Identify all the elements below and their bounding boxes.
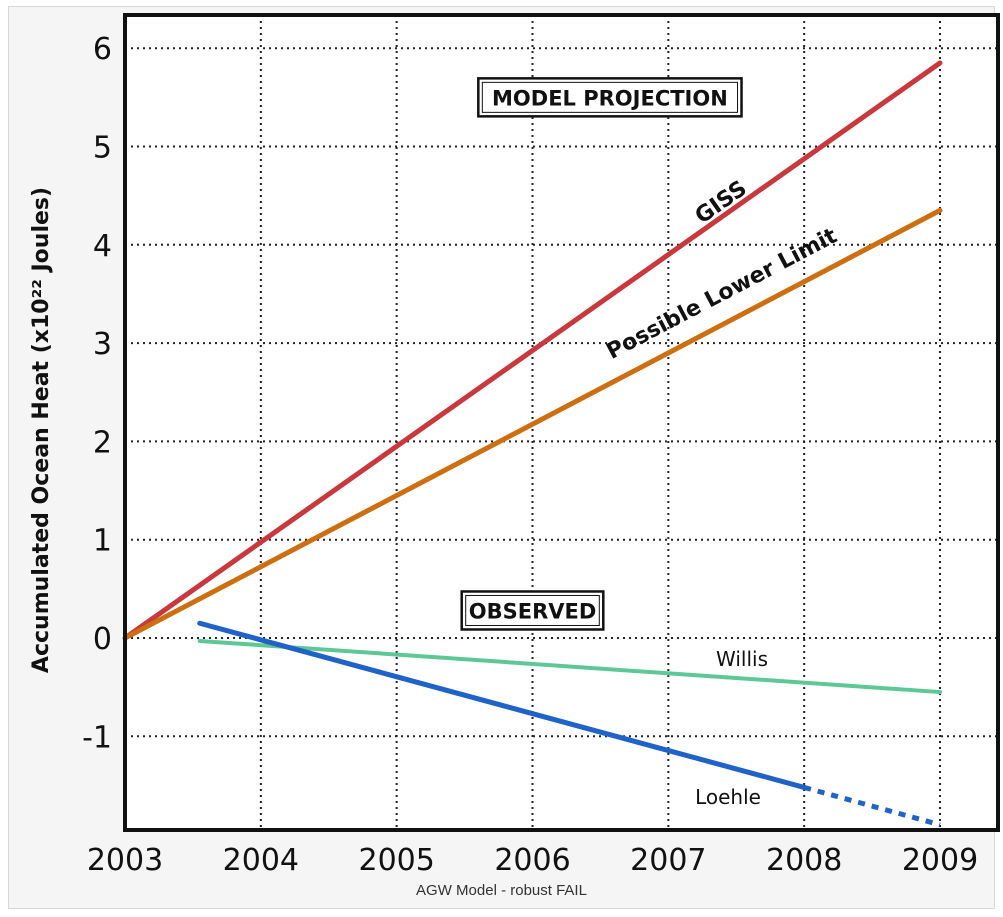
- x-tick-label: 2009: [902, 843, 978, 878]
- annotation-box: [477, 77, 743, 118]
- y-tick-label: 4: [93, 229, 112, 264]
- x-tick-label: 2005: [358, 843, 434, 878]
- x-tick-label: 2007: [630, 843, 706, 878]
- figure-caption: AGW Model - robust FAIL: [416, 882, 587, 899]
- series-label-loehle: Loehle: [695, 785, 761, 809]
- y-tick-label: 3: [93, 327, 112, 362]
- annotation-label: OBSERVED: [469, 599, 597, 623]
- y-tick-label: -1: [82, 720, 112, 755]
- series-line-willis-2: [197, 638, 942, 695]
- plot-area: [125, 15, 998, 830]
- x-tick-label: 2004: [223, 843, 299, 878]
- series-line-loehle-3: [197, 620, 807, 790]
- annotation-label: MODEL PROJECTION: [492, 86, 728, 110]
- y-tick-label: 1: [93, 524, 112, 559]
- series-line-possible-lower-limit-1: [122, 207, 943, 641]
- y-tick-label: 0: [93, 622, 112, 657]
- plot-border: [123, 13, 1000, 832]
- x-tick-label: 2006: [494, 843, 570, 878]
- y-axis-label: Accumulated Ocean Heat (x10²² Joules): [29, 187, 54, 673]
- annotation-box-inner: [465, 594, 600, 626]
- series-line-giss-0: [122, 60, 943, 641]
- annotation-box: [460, 590, 605, 631]
- ocean-heat-chart: -1 0 1 2 3 4 5 6 2003 2004 2005 2006 2007 2008 2009 Acc…: [29, 13, 1000, 878]
- y-tick-label: 2: [93, 425, 112, 460]
- x-tick-label: 2008: [766, 843, 842, 878]
- series-label-willis: Willis: [716, 647, 768, 671]
- series-line-loehle-4: [803, 785, 941, 828]
- x-tick-label: 2003: [87, 843, 163, 878]
- y-tick-label: 5: [93, 131, 112, 166]
- y-tick-label: 6: [93, 32, 112, 67]
- annotation-box-inner: [481, 81, 739, 113]
